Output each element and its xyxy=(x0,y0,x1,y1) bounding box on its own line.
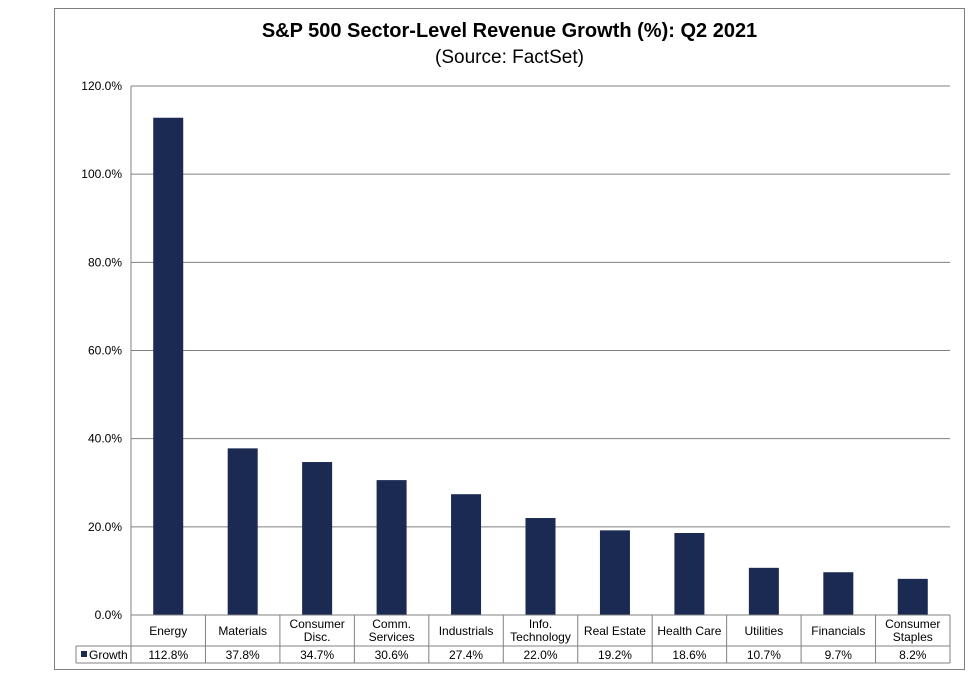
y-tick-label: 20.0% xyxy=(88,520,122,534)
bar xyxy=(153,117,184,616)
category-label: Financials xyxy=(811,624,865,638)
legend-swatch xyxy=(81,651,87,657)
y-tick-label: 0.0% xyxy=(95,608,123,622)
chart-subtitle: (Source: FactSet) xyxy=(435,47,584,68)
category-label: Materials xyxy=(218,624,267,638)
category-label: Health Care xyxy=(657,624,721,638)
category-label: Comm. xyxy=(372,617,411,631)
bar xyxy=(227,448,258,615)
data-label: 8.2% xyxy=(899,648,927,662)
category-label: Services xyxy=(369,630,415,644)
data-label: 27.4% xyxy=(449,648,483,662)
data-label: 30.6% xyxy=(375,648,409,662)
bar xyxy=(302,462,333,615)
y-tick-label: 100.0% xyxy=(81,167,122,181)
chart-title: S&P 500 Sector-Level Revenue Growth (%):… xyxy=(261,20,758,42)
data-label: 19.2% xyxy=(598,648,632,662)
bar xyxy=(823,572,854,615)
bar xyxy=(451,494,482,615)
category-label: Info. xyxy=(529,617,552,631)
category-label: Real Estate xyxy=(584,624,646,638)
data-label: 9.7% xyxy=(825,648,853,662)
category-label: Disc. xyxy=(304,630,331,644)
data-label: 34.7% xyxy=(300,648,334,662)
y-tick-label: 80.0% xyxy=(88,255,122,269)
y-tick-label: 60.0% xyxy=(88,344,122,358)
category-label: Technology xyxy=(510,630,571,644)
y-tick-label: 40.0% xyxy=(88,432,122,446)
data-label: 18.6% xyxy=(672,648,706,662)
bar xyxy=(525,518,556,615)
bar xyxy=(897,578,928,615)
data-label: 112.8% xyxy=(148,648,188,662)
y-tick-label: 120.0% xyxy=(81,79,122,93)
category-label: Consumer xyxy=(885,617,940,631)
chart-frame xyxy=(54,8,965,670)
bar xyxy=(674,533,705,615)
data-label: 22.0% xyxy=(523,648,557,662)
category-label: Consumer xyxy=(289,617,344,631)
category-label: Utilities xyxy=(745,624,784,638)
data-label: 37.8% xyxy=(226,648,260,662)
category-label: Industrials xyxy=(439,624,494,638)
category-label: Staples xyxy=(893,630,933,644)
category-label: Energy xyxy=(149,624,187,638)
bar xyxy=(599,530,630,615)
legend-label: Growth xyxy=(89,648,128,662)
data-label: 10.7% xyxy=(747,648,781,662)
bar xyxy=(748,567,779,615)
bar xyxy=(376,480,407,615)
